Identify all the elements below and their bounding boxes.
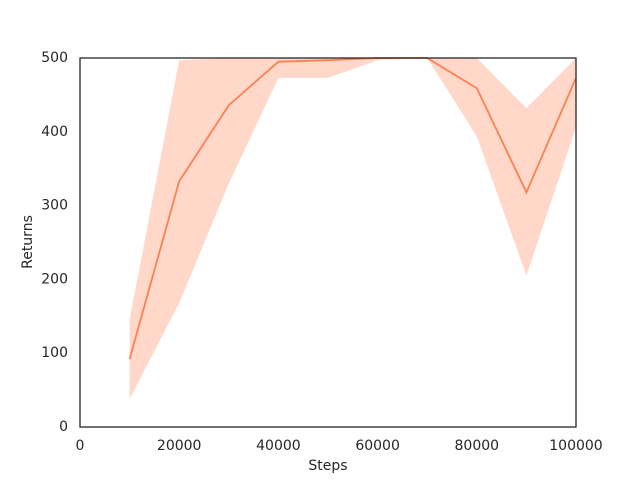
x-tick-label: 40000 — [256, 438, 301, 454]
plot-frame — [79, 57, 577, 428]
x-tick-label: 60000 — [355, 438, 400, 454]
y-tick-label: 300 — [41, 198, 68, 214]
y-tick-label: 500 — [41, 50, 68, 66]
y-tick-label: 400 — [41, 124, 68, 140]
y-tick-label: 0 — [59, 419, 68, 435]
line — [128, 57, 577, 360]
x-tick-label: 0 — [76, 438, 85, 454]
x-axis-label: Steps — [308, 458, 347, 474]
x-tick-label: 80000 — [455, 438, 500, 454]
x-tick-label: 20000 — [157, 438, 202, 454]
confidence-band — [129, 58, 576, 399]
y-tick-label: 200 — [41, 271, 68, 287]
x-tick-label: 100000 — [549, 438, 602, 454]
y-axis-label: Returns — [20, 215, 36, 269]
y-tick-label: 100 — [41, 345, 68, 361]
